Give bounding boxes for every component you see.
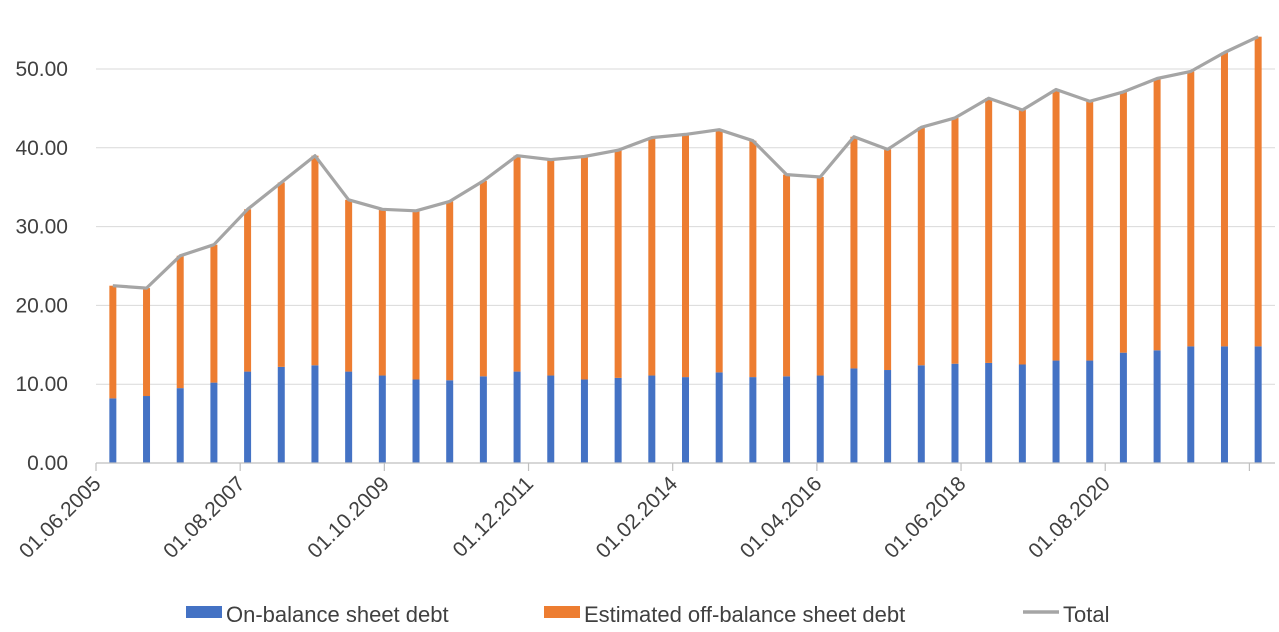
- bar-on-balance: [1254, 346, 1262, 463]
- bar-on-balance: [1187, 346, 1195, 463]
- bar-on-balance: [648, 375, 656, 463]
- bar-on-balance: [210, 382, 218, 463]
- bars: [109, 36, 1262, 463]
- bar-off-balance: [614, 150, 622, 378]
- bar-on-balance: [917, 365, 925, 463]
- bar-on-balance: [951, 363, 959, 463]
- bar-on-balance: [345, 371, 353, 463]
- bar-off-balance: [1119, 91, 1127, 353]
- bar-on-balance: [1052, 360, 1060, 463]
- legend-label: Estimated off-balance sheet debt: [584, 602, 905, 627]
- bar-on-balance: [783, 376, 791, 463]
- bar-off-balance: [1153, 78, 1161, 351]
- bar-off-balance: [378, 209, 386, 376]
- bar-off-balance: [1018, 109, 1026, 365]
- bar-off-balance: [513, 155, 521, 372]
- bar-off-balance: [1086, 101, 1094, 361]
- y-tick-label: 30.00: [15, 216, 68, 239]
- bar-on-balance: [378, 375, 386, 463]
- bar-off-balance: [783, 174, 791, 377]
- bar-on-balance: [176, 388, 184, 463]
- x-tick-label: 01.06.2018: [880, 472, 971, 563]
- x-axis-labels: 01.06.2005 01.08.2007 01.10.2009 01.12.2011…: [15, 472, 1115, 563]
- bar-on-balance: [1220, 346, 1228, 463]
- bar-on-balance: [1018, 364, 1026, 463]
- bar-off-balance: [446, 201, 454, 381]
- bar-on-balance: [816, 375, 824, 463]
- bar-off-balance: [1052, 89, 1060, 361]
- bar-on-balance: [311, 365, 319, 463]
- bar-off-balance: [1187, 71, 1195, 347]
- bar-off-balance: [547, 159, 555, 376]
- bar-off-balance: [345, 199, 353, 372]
- bar-on-balance: [850, 368, 858, 463]
- y-tick-label: 40.00: [15, 137, 68, 160]
- bar-off-balance: [244, 209, 252, 372]
- bar-off-balance: [277, 182, 285, 367]
- bar-off-balance: [648, 137, 656, 376]
- bar-on-balance: [985, 362, 993, 463]
- legend-swatch: [544, 606, 580, 618]
- bar-on-balance: [715, 372, 723, 463]
- bar-off-balance: [1254, 36, 1262, 347]
- bar-on-balance: [614, 377, 622, 463]
- bar-off-balance: [682, 134, 689, 378]
- bar-on-balance: [513, 371, 521, 463]
- legend-label: On-balance sheet debt: [226, 602, 449, 627]
- x-tick-label: 01.08.2007: [159, 472, 250, 563]
- y-tick-label: 50.00: [15, 58, 68, 81]
- bar-off-balance: [109, 285, 117, 399]
- bar-on-balance: [446, 380, 454, 463]
- bar-on-balance: [479, 376, 487, 463]
- bar-on-balance: [580, 379, 588, 463]
- x-tick-label: 01.08.2020: [1024, 472, 1115, 563]
- bar-on-balance: [109, 398, 117, 463]
- x-tick-label: 01.10.2009: [303, 472, 394, 563]
- bar-on-balance: [143, 396, 151, 463]
- bar-on-balance: [1086, 360, 1094, 463]
- y-axis-labels: 0.00 10.00 20.00 30.00 40.00 50.00: [15, 58, 68, 475]
- bar-off-balance: [850, 136, 858, 369]
- x-tick-label: 01.02.2014: [592, 472, 683, 563]
- legend-label: Total: [1063, 602, 1109, 627]
- bar-on-balance: [1119, 352, 1127, 463]
- bar-off-balance: [479, 180, 487, 377]
- x-tick-label: 01.04.2016: [736, 472, 827, 563]
- bar-off-balance: [1220, 52, 1228, 347]
- bar-on-balance: [547, 375, 555, 463]
- bar-off-balance: [715, 129, 723, 373]
- y-tick-label: 20.00: [15, 294, 68, 317]
- bar-off-balance: [580, 156, 588, 380]
- bar-off-balance: [749, 140, 757, 378]
- bar-on-balance: [244, 371, 252, 463]
- total-series-line: [112, 35, 1259, 290]
- bar-off-balance: [412, 210, 420, 380]
- x-tick-label: 01.12.2011: [449, 472, 538, 561]
- x-tick-label: 01.06.2005: [15, 472, 106, 563]
- bar-off-balance: [311, 155, 319, 366]
- legend: On-balance sheet debt Estimated off-balan…: [186, 602, 1109, 627]
- bar-on-balance: [1153, 350, 1161, 463]
- legend-swatch: [186, 606, 222, 618]
- bar-on-balance: [277, 366, 285, 463]
- bar-on-balance: [749, 377, 757, 463]
- bar-off-balance: [176, 255, 184, 389]
- y-tick-label: 10.00: [15, 373, 68, 396]
- total-line: [112, 35, 1259, 290]
- axes: [95, 462, 1275, 471]
- bar-off-balance: [816, 176, 824, 376]
- bar-on-balance: [884, 370, 892, 463]
- bar-off-balance: [917, 127, 925, 366]
- bar-off-balance: [951, 117, 959, 364]
- bar-off-balance: [143, 288, 151, 397]
- bar-off-balance: [210, 244, 218, 383]
- bar-off-balance: [985, 98, 993, 363]
- bar-off-balance: [884, 149, 892, 371]
- bar-on-balance: [682, 377, 689, 463]
- y-tick-label: 0.00: [27, 452, 68, 475]
- bar-on-balance: [412, 379, 420, 463]
